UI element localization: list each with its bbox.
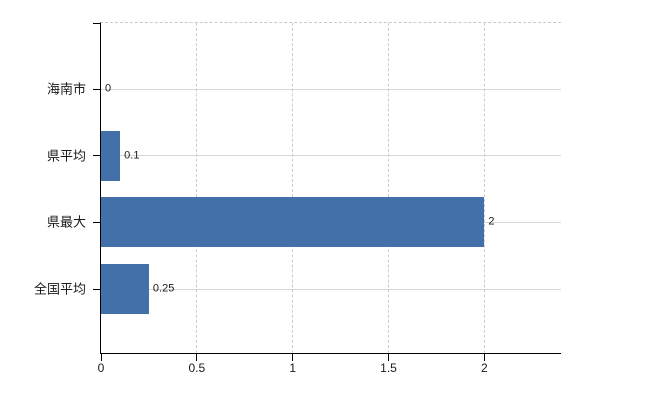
x-axis-tick-label: 0 xyxy=(97,361,105,375)
x-axis-tick-label: 0.5 xyxy=(188,361,206,375)
x-axis-tick xyxy=(100,354,102,361)
y-category-label: 海南市 xyxy=(46,81,86,97)
plot-area: 0 0.1 2 0.25 0 0.5 1 1.5 2 xyxy=(93,22,561,375)
x-axis-tick-label: 1 xyxy=(289,361,296,375)
vertical-gridline xyxy=(388,23,389,353)
bar-value-label: 0.25 xyxy=(152,282,175,295)
y-axis-tick xyxy=(93,88,100,90)
y-axis-tick xyxy=(93,23,100,24)
vertical-gridline xyxy=(483,23,485,353)
x-axis-tick xyxy=(388,354,389,361)
bar xyxy=(101,130,121,181)
bar-value-label: 0 xyxy=(105,82,112,95)
horizontal-gridline xyxy=(101,155,561,157)
bar xyxy=(101,197,485,248)
y-axis-tick xyxy=(93,288,100,290)
y-category-label: 県最大 xyxy=(46,214,86,230)
x-axis-tick-label: 2 xyxy=(480,361,488,375)
x-axis-tick xyxy=(292,354,294,361)
y-category-label: 全国平均 xyxy=(33,281,86,297)
y-axis-labels: 海南市県平均県最大全国平均 xyxy=(0,22,100,352)
bar-value-label: 0.1 xyxy=(124,149,140,162)
horizontal-gridline xyxy=(101,288,561,290)
y-category-label: 県平均 xyxy=(46,148,86,164)
y-axis-tick xyxy=(93,155,100,157)
y-axis-tick xyxy=(93,221,100,223)
x-axis-tick xyxy=(483,354,485,361)
x-axis-tick-label: 1.5 xyxy=(380,361,397,375)
horizontal-gridline xyxy=(101,88,561,90)
vertical-gridline xyxy=(196,23,198,353)
bar-value-label: 2 xyxy=(488,215,495,228)
x-axis-tick xyxy=(196,354,198,361)
vertical-gridline xyxy=(292,23,294,353)
bar xyxy=(101,264,149,314)
